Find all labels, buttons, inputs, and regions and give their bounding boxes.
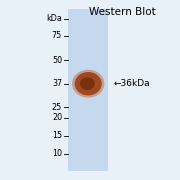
Ellipse shape [80,77,95,90]
Text: 15: 15 [52,131,62,140]
Text: kDa: kDa [46,14,62,23]
Text: 20: 20 [52,113,62,122]
Text: ←36kDa: ←36kDa [113,79,150,88]
Text: 50: 50 [52,56,62,65]
Text: 25: 25 [52,103,62,112]
Ellipse shape [75,72,102,95]
Text: 37: 37 [52,79,62,88]
Ellipse shape [72,70,104,98]
FancyBboxPatch shape [68,9,108,171]
Text: 10: 10 [52,149,62,158]
Text: Western Blot: Western Blot [89,7,156,17]
Text: 75: 75 [52,31,62,40]
